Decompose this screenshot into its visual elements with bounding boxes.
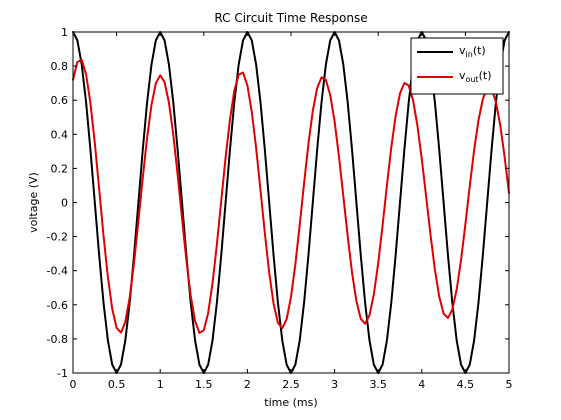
x-tick-label: 2.5 bbox=[282, 378, 300, 391]
x-ticks: 0 0.5 1 1.5 2 2.5 3 3.5 4 4.5 5 bbox=[70, 32, 513, 391]
series-line-vout bbox=[72, 58, 510, 334]
x-tick-label: 4.5 bbox=[457, 378, 475, 391]
x-tick-label: 1.5 bbox=[195, 378, 213, 391]
x-tick-label: 3.5 bbox=[369, 378, 387, 391]
x-tick-label: 4 bbox=[418, 378, 425, 391]
y-tick-label: -1 bbox=[57, 367, 68, 380]
legend-label-vout: vout(t) bbox=[459, 69, 492, 84]
y-tick-label: 0 bbox=[61, 197, 68, 210]
x-tick-label: 0 bbox=[70, 378, 77, 391]
chart-title: RC Circuit Time Response bbox=[214, 11, 367, 25]
y-ticks: -1 -0.8 -0.6 -0.4 -0.2 0 0.2 0.4 0.6 0.8 1 bbox=[47, 26, 509, 380]
x-tick-label: 1 bbox=[157, 378, 164, 391]
x-tick-label: 3 bbox=[331, 378, 338, 391]
y-tick-label: -0.8 bbox=[47, 333, 68, 346]
y-tick-label: 0.6 bbox=[51, 94, 69, 107]
y-tick-label: -0.4 bbox=[47, 265, 68, 278]
y-tick-label: 0.8 bbox=[51, 60, 69, 73]
x-axis-label: time (ms) bbox=[264, 396, 317, 409]
legend-box bbox=[410, 37, 504, 95]
legend: vin(t) vout(t) bbox=[410, 37, 504, 95]
y-tick-label: -0.6 bbox=[47, 299, 68, 312]
x-tick-label: 2 bbox=[244, 378, 251, 391]
y-tick-label: -0.2 bbox=[47, 231, 68, 244]
legend-label-vin: vin(t) bbox=[459, 44, 486, 59]
x-tick-label: 0.5 bbox=[108, 378, 126, 391]
x-tick-label: 5 bbox=[506, 378, 513, 391]
y-tick-label: 0.4 bbox=[51, 128, 69, 141]
y-tick-label: 0.2 bbox=[51, 162, 69, 175]
y-axis-label: voltage (V) bbox=[27, 172, 40, 233]
y-tick-label: 1 bbox=[61, 26, 68, 39]
